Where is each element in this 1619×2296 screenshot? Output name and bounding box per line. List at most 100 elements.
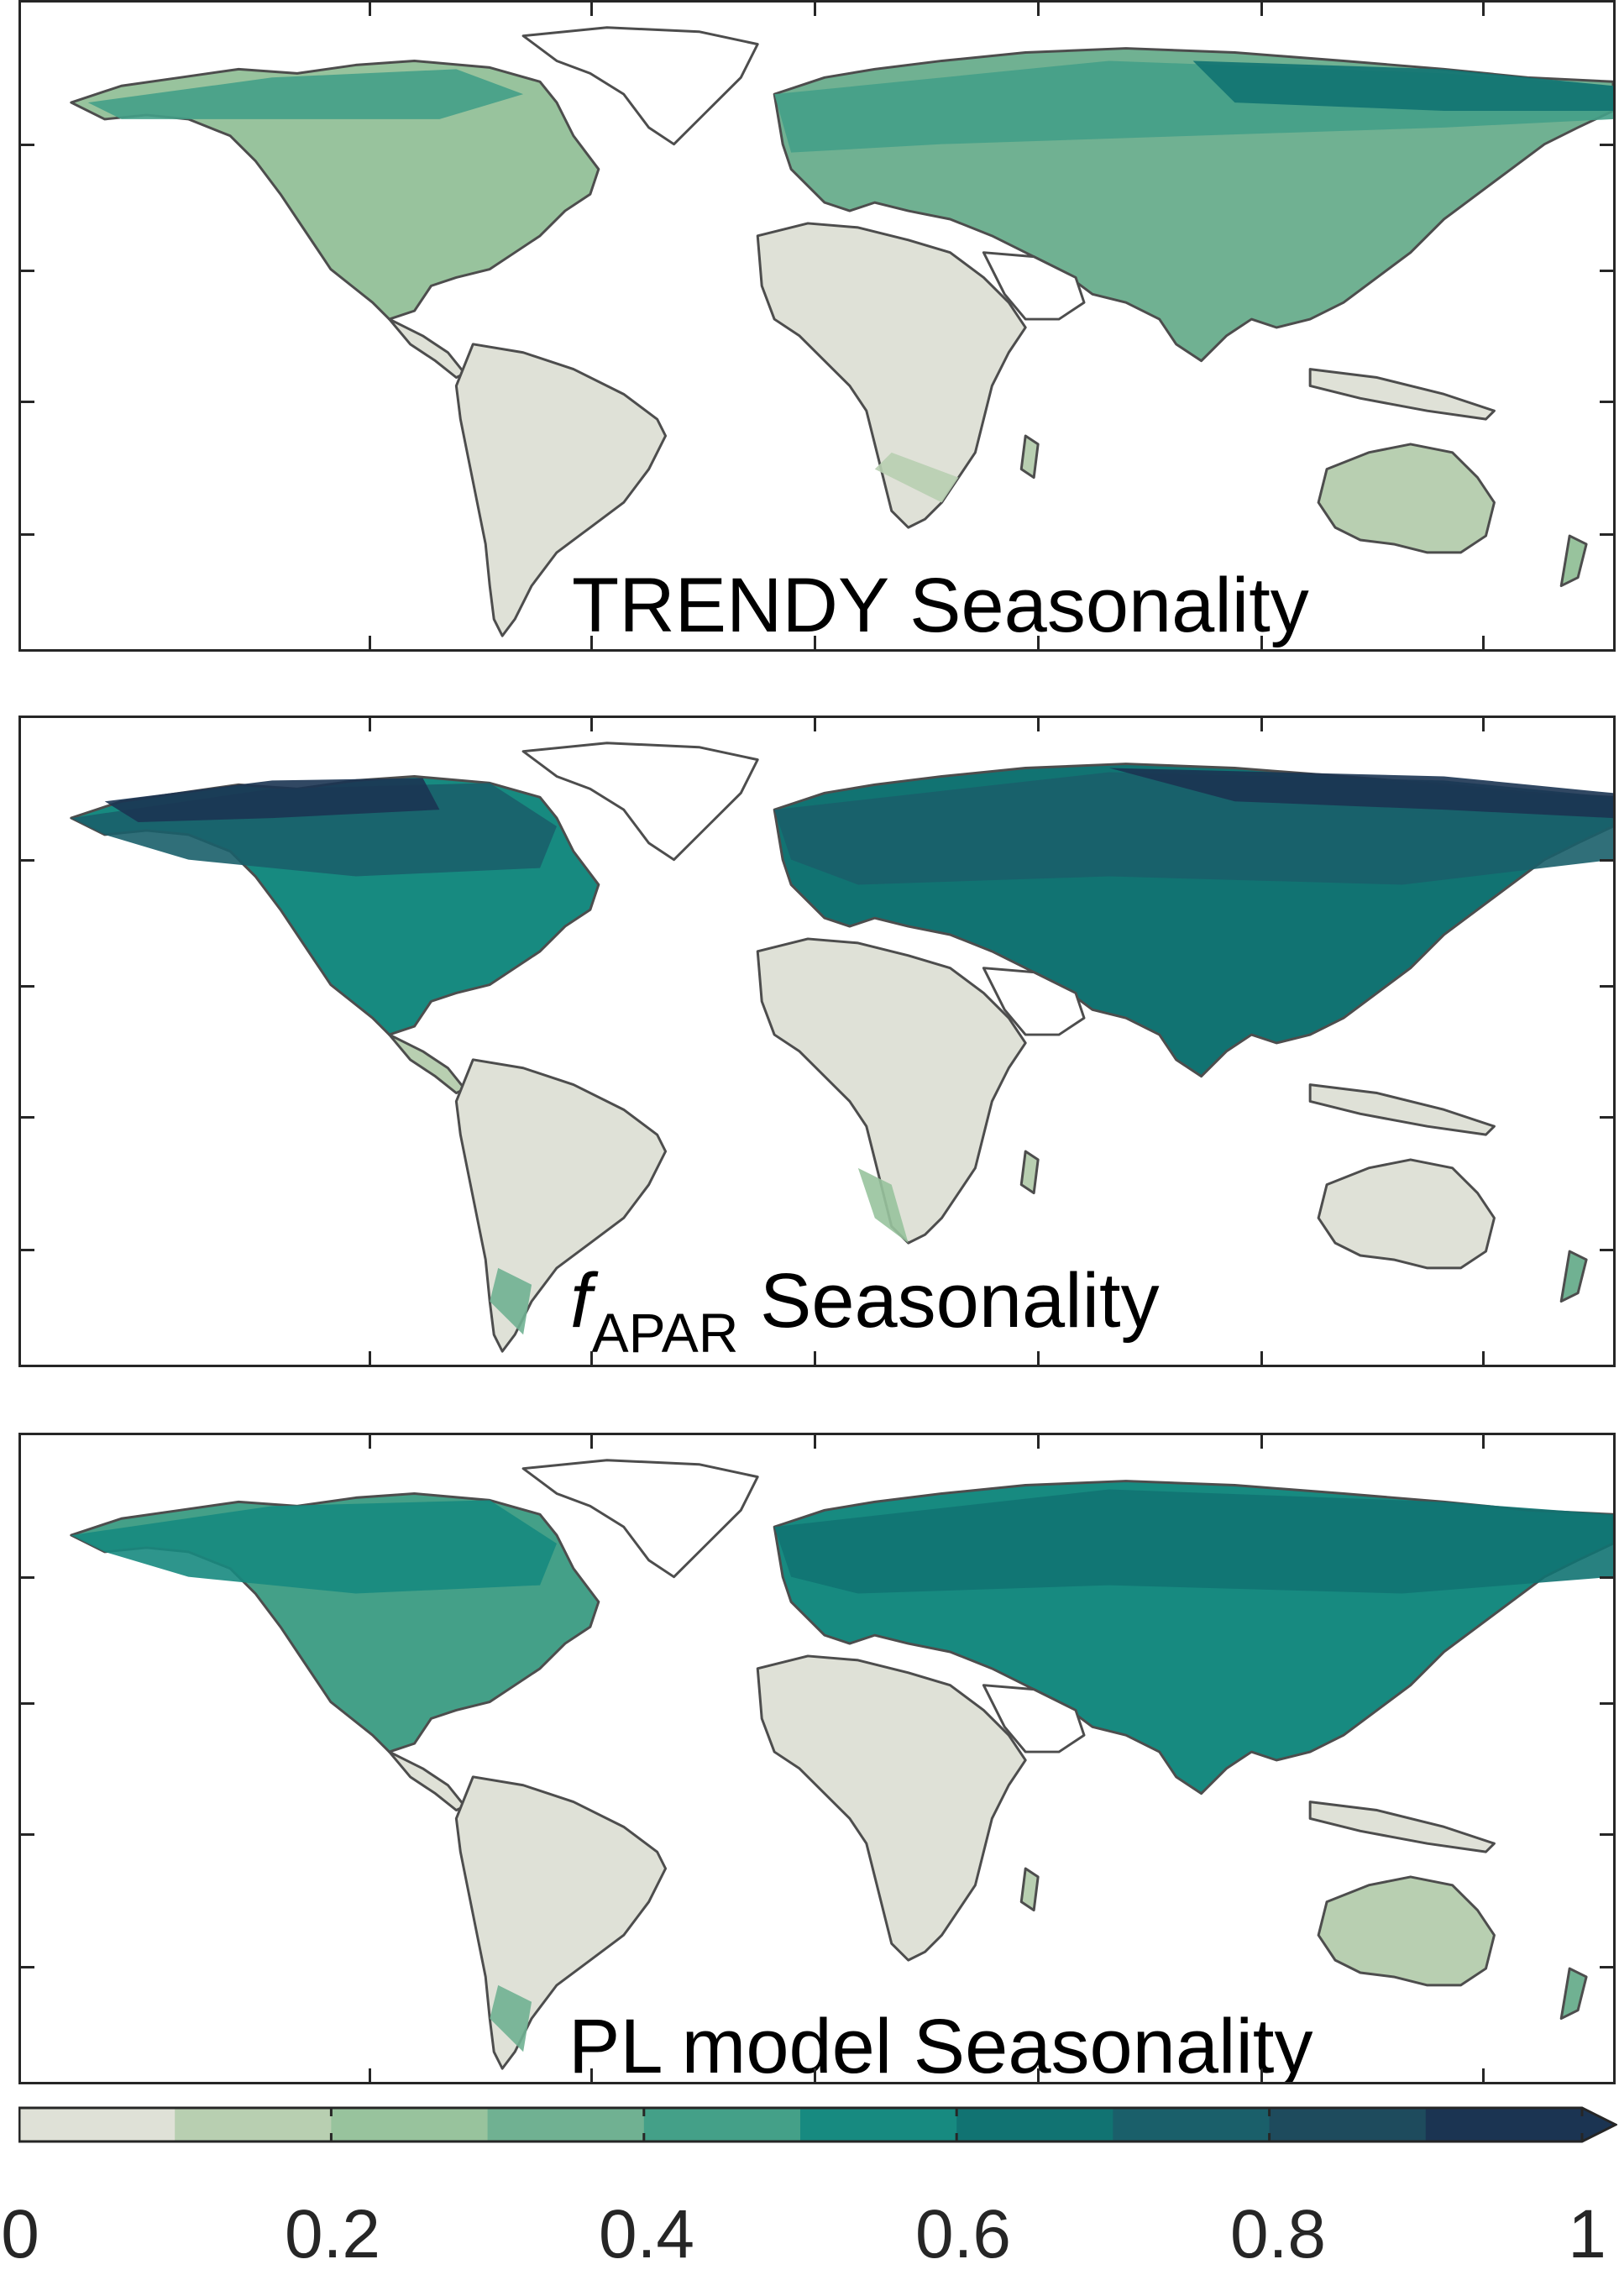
y-tick — [1600, 1249, 1613, 1251]
x-tick — [814, 1435, 816, 1449]
y-tick — [21, 270, 34, 272]
colorbar-tick-label-1: 0.2 — [285, 2196, 380, 2272]
colorbar-segment — [956, 2108, 1113, 2141]
x-tick — [1260, 3, 1263, 16]
value-band — [774, 1489, 1613, 1594]
landmass-africa — [756, 937, 1027, 1245]
y-tick — [1600, 401, 1613, 403]
x-tick — [1260, 1351, 1263, 1365]
value-band — [874, 452, 959, 503]
x-tick — [369, 718, 371, 731]
x-tick — [590, 636, 593, 649]
y-tick — [21, 1833, 34, 1836]
landmass-arabia — [982, 1684, 1086, 1753]
world-map-pl-model — [70, 1459, 1613, 2070]
y-tick — [21, 1576, 34, 1579]
y-tick — [21, 1116, 34, 1119]
colorbar-segments — [18, 2106, 1617, 2143]
landmass-arabia — [982, 251, 1086, 321]
landmass-greenland — [521, 1459, 759, 1579]
x-tick — [814, 1351, 816, 1365]
landmass-central-america — [388, 317, 466, 380]
y-tick — [1600, 270, 1613, 272]
x-tick — [590, 1435, 593, 1449]
value-band — [857, 1167, 909, 1244]
landmass-new-zealand — [1559, 1250, 1588, 1303]
world-map-trendy — [70, 26, 1613, 637]
y-tick — [1600, 859, 1613, 862]
landmass-south-america — [454, 343, 668, 637]
panel-title-trendy: TRENDY Seasonality — [572, 563, 1309, 648]
landmass-australia — [1317, 443, 1496, 554]
y-tick — [21, 1966, 34, 1968]
map-panel-trendy: TRENDY Seasonality — [18, 0, 1616, 652]
landmass-madagascar — [1019, 1150, 1040, 1195]
landmass-indonesia — [1308, 368, 1496, 421]
x-tick — [1260, 1435, 1263, 1449]
landmass-arabia — [982, 967, 1086, 1036]
x-tick — [1037, 1435, 1040, 1449]
x-tick — [1260, 636, 1263, 649]
x-tick — [369, 1351, 371, 1365]
x-tick — [1482, 2068, 1485, 2082]
x-tick — [369, 1435, 371, 1449]
land-cover-pl-model — [70, 1459, 1613, 2070]
x-tick — [590, 3, 593, 16]
colorbar-ticks — [18, 2108, 1584, 2141]
y-tick — [21, 533, 34, 536]
land-cover-fapar — [70, 742, 1613, 1353]
landmass-greenland — [521, 26, 759, 146]
landmass-greenland — [521, 742, 759, 862]
value-band — [87, 69, 524, 119]
landmass-australia — [1317, 1158, 1496, 1270]
y-tick — [1600, 985, 1613, 988]
colorbar-segment-arrow — [1425, 2108, 1616, 2141]
x-tick — [1482, 3, 1485, 16]
x-tick — [369, 3, 371, 16]
y-tick — [21, 1702, 34, 1705]
landmass-new-zealand — [1559, 534, 1588, 588]
colorbar — [18, 2106, 1617, 2143]
x-tick — [1260, 2068, 1263, 2082]
landmass-africa — [756, 1654, 1027, 1962]
map-panel-pl-model: PL model Seasonality — [18, 1433, 1616, 2084]
landmass-africa — [756, 222, 1027, 529]
y-tick — [21, 985, 34, 988]
land-cover-trendy — [70, 26, 1613, 637]
x-tick — [1037, 636, 1040, 649]
y-tick — [1600, 144, 1613, 146]
x-tick — [590, 2068, 593, 2082]
landmass-madagascar — [1019, 1867, 1040, 1912]
value-band — [1192, 60, 1613, 111]
map-panel-fapar: fAPAR Seasonality — [18, 716, 1616, 1367]
value-band — [1108, 768, 1613, 819]
colorbar-tick-label-5: 1 — [1568, 2196, 1606, 2272]
y-tick — [21, 144, 34, 146]
landmass-indonesia — [1308, 1801, 1496, 1853]
value-band — [490, 1267, 532, 1335]
y-tick — [21, 1249, 34, 1251]
panel-title-pl-model: PL model Seasonality — [568, 2004, 1313, 2084]
y-tick — [1600, 533, 1613, 536]
world-map-fapar — [70, 742, 1613, 1353]
x-tick — [814, 636, 816, 649]
x-tick — [1482, 1351, 1485, 1365]
y-tick — [1600, 1833, 1613, 1836]
colorbar-segment — [18, 2108, 176, 2141]
value-band — [71, 1500, 557, 1594]
y-tick — [1600, 1576, 1613, 1579]
colorbar-segment — [1269, 2108, 1427, 2141]
colorbar-labels: 0 0.2 0.4 0.6 0.8 1 — [0, 2200, 1619, 2284]
value-band — [490, 1984, 532, 2052]
x-tick — [1037, 3, 1040, 16]
colorbar-segment — [331, 2108, 489, 2141]
x-tick — [369, 2068, 371, 2082]
x-tick — [590, 718, 593, 731]
colorbar-segment — [175, 2108, 332, 2141]
colorbar-tick-label-0: 0 — [1, 2196, 39, 2272]
landmass-central-america — [388, 1750, 466, 1812]
value-band — [104, 778, 440, 823]
colorbar-segment — [487, 2108, 645, 2141]
colorbar-tick-label-2: 0.4 — [599, 2196, 694, 2272]
landmass-new-zealand — [1559, 1967, 1588, 2021]
